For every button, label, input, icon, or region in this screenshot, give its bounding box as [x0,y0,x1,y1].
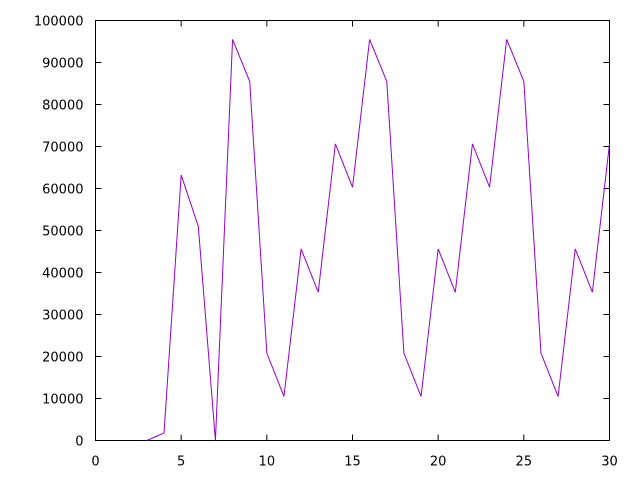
x-tick-label: 10 [259,455,276,470]
y-tick-label: 90000 [42,57,83,72]
y-tick-label: 70000 [42,141,83,156]
series-line-0 [146,39,610,441]
y-tick-label: 20000 [42,351,83,366]
y-tick-label: 80000 [42,99,83,114]
x-tick-label: 15 [344,455,361,470]
y-tick-label: 10000 [42,393,83,408]
x-tick-label: 25 [516,455,533,470]
x-tick-label: 5 [177,455,185,470]
y-tick-label: 60000 [42,183,83,198]
x-tick-label: 20 [430,455,447,470]
y-tick-label: 100000 [34,15,84,30]
series-group [146,39,610,441]
y-tick-label: 30000 [42,309,83,324]
x-tick-label: 0 [91,455,99,470]
y-tick-label: 0 [75,435,83,450]
x-tick-label: 30 [601,455,618,470]
axis-tick-labels: 0 5 10 15 20 25 30 0 10000 20000 30000 40000 50000 60… [34,15,618,470]
y-tick-label: 50000 [42,225,83,240]
axis-ticks [95,20,610,441]
plot-frame [95,20,610,441]
y-tick-label: 40000 [42,267,83,282]
